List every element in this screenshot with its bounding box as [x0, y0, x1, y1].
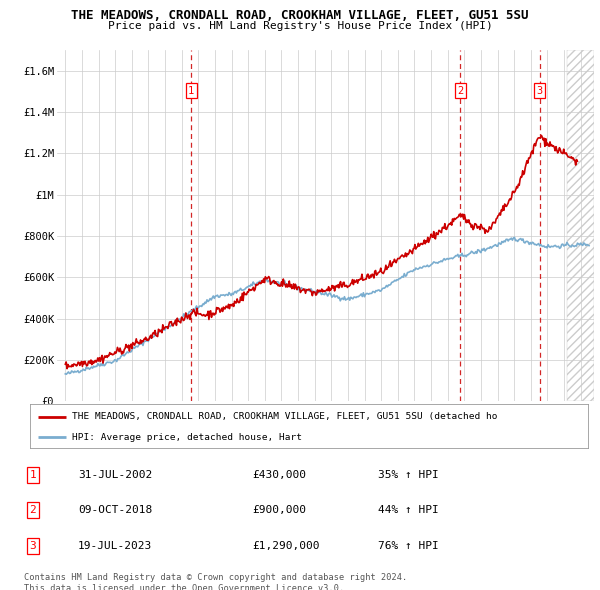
Text: £900,000: £900,000 [252, 506, 306, 515]
Text: Price paid vs. HM Land Registry's House Price Index (HPI): Price paid vs. HM Land Registry's House … [107, 21, 493, 31]
Text: 44% ↑ HPI: 44% ↑ HPI [378, 506, 439, 515]
Text: 3: 3 [536, 86, 543, 96]
Text: 31-JUL-2002: 31-JUL-2002 [78, 470, 152, 480]
Text: HPI: Average price, detached house, Hart: HPI: Average price, detached house, Hart [72, 433, 302, 442]
Text: 19-JUL-2023: 19-JUL-2023 [78, 541, 152, 550]
Text: 09-OCT-2018: 09-OCT-2018 [78, 506, 152, 515]
Text: 2: 2 [29, 506, 37, 515]
Text: Contains HM Land Registry data © Crown copyright and database right 2024.
This d: Contains HM Land Registry data © Crown c… [24, 573, 407, 590]
Text: THE MEADOWS, CRONDALL ROAD, CROOKHAM VILLAGE, FLEET, GU51 5SU (detached ho: THE MEADOWS, CRONDALL ROAD, CROOKHAM VIL… [72, 412, 497, 421]
Text: 3: 3 [29, 541, 37, 550]
Text: 1: 1 [29, 470, 37, 480]
Text: 1: 1 [188, 86, 194, 96]
Text: THE MEADOWS, CRONDALL ROAD, CROOKHAM VILLAGE, FLEET, GU51 5SU: THE MEADOWS, CRONDALL ROAD, CROOKHAM VIL… [71, 9, 529, 22]
Text: 35% ↑ HPI: 35% ↑ HPI [378, 470, 439, 480]
Text: £1,290,000: £1,290,000 [252, 541, 320, 550]
Text: £430,000: £430,000 [252, 470, 306, 480]
Text: 2: 2 [457, 86, 464, 96]
Text: 76% ↑ HPI: 76% ↑ HPI [378, 541, 439, 550]
